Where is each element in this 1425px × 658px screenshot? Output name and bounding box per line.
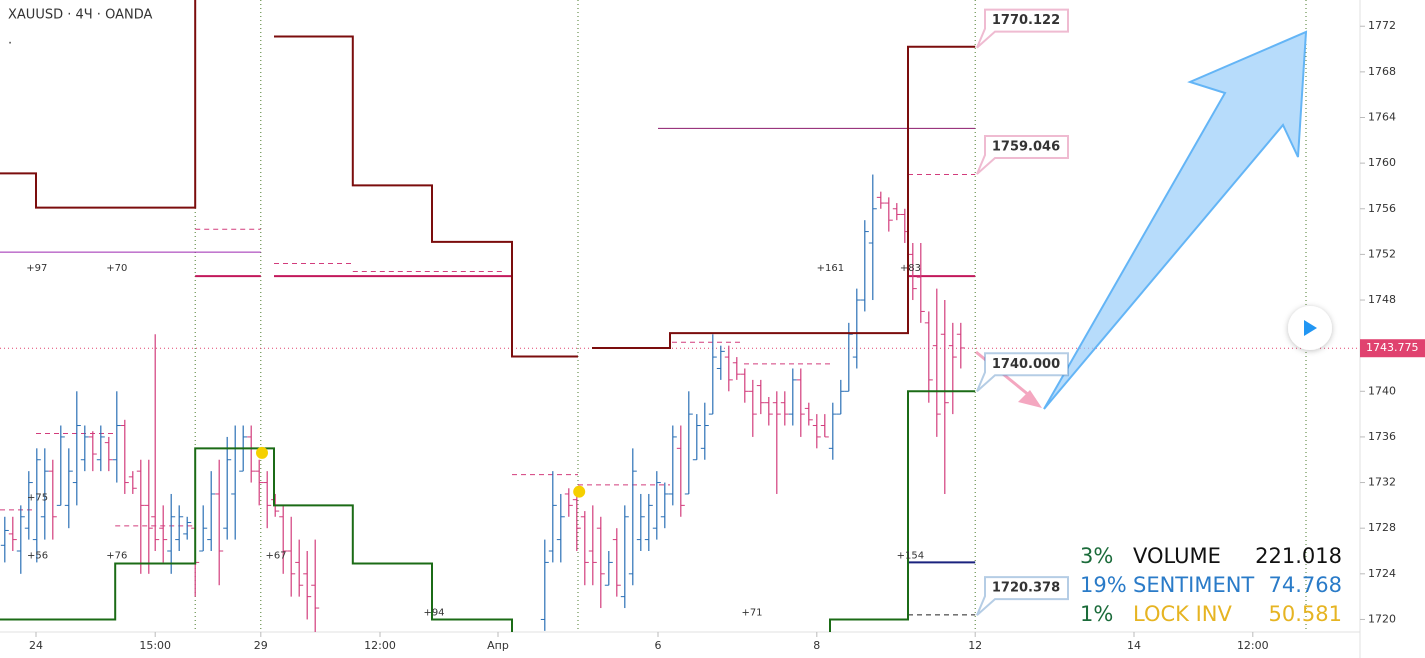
y-tick-label: 1720	[1368, 612, 1396, 625]
table-cell: 74.768	[1269, 573, 1342, 597]
y-tick-label: 1724	[1368, 567, 1396, 580]
annotation: +70	[106, 263, 127, 274]
callout-box	[976, 576, 1069, 616]
step-line	[0, 0, 976, 358]
annotation: +154	[897, 551, 924, 562]
x-tick-label: 29	[254, 639, 268, 652]
annotation: +71	[741, 608, 762, 619]
callout-box	[976, 135, 1069, 175]
plot-area: +97 +70 +75 +56 +76 +67 +94 +71 +161 +83 +154	[0, 0, 1360, 632]
table-cell: LOCK INV	[1133, 602, 1232, 626]
table-cell: 50.581	[1269, 602, 1342, 626]
annotation: +76	[106, 551, 127, 562]
annotation: +161	[817, 263, 844, 274]
marker-dot	[573, 485, 586, 498]
table-cell: 1%	[1080, 602, 1113, 626]
table-cell: SENTIMENT	[1133, 573, 1254, 597]
callout-label: 1770.122	[992, 13, 1060, 28]
x-tick-label: 14	[1127, 639, 1141, 652]
annotation: +97	[26, 263, 47, 274]
x-tick-label: 6	[655, 639, 662, 652]
y-tick-label: 1728	[1368, 521, 1396, 534]
y-tick-label: 1748	[1368, 293, 1396, 306]
pink-arrow-head	[1018, 390, 1042, 408]
callout-label: 1759.046	[992, 140, 1060, 155]
x-tick-label: Апр	[487, 639, 509, 652]
table-cell: 3%	[1080, 544, 1113, 568]
annotation: +67	[265, 551, 286, 562]
table-cell: 221.018	[1255, 544, 1342, 568]
y-tick-label: 1732	[1368, 476, 1396, 489]
last-price-box	[1360, 339, 1425, 358]
callout-box	[976, 8, 1069, 49]
x-tick-label: 8	[813, 639, 820, 652]
table-cell: VOLUME	[1133, 544, 1221, 568]
annotation: +83	[900, 263, 921, 274]
annotation: +94	[423, 608, 444, 619]
x-tick-label: 12	[968, 639, 982, 652]
x-tick-label: 24	[29, 639, 43, 652]
y-tick-label: 1768	[1368, 65, 1396, 78]
play-icon[interactable]	[1304, 320, 1317, 336]
last-price-label: 1743.775	[1366, 341, 1419, 354]
annotation: +75	[27, 492, 48, 503]
callout-label: 1720.378	[992, 581, 1060, 596]
table-cell: 19%	[1080, 573, 1127, 597]
y-tick-label: 1740	[1368, 384, 1396, 397]
x-tick-label: 15:00	[139, 639, 171, 652]
callout-box	[976, 352, 1069, 393]
chart-title: XAUUSD · 4Ч · OANDA	[8, 8, 152, 23]
marker-dot	[256, 446, 268, 459]
forecast-arrow	[1043, 30, 1308, 410]
y-tick-label: 1752	[1368, 247, 1396, 260]
y-tick-label: 1756	[1368, 202, 1396, 215]
x-tick-label: 12:00	[364, 639, 396, 652]
y-tick-label: 1760	[1368, 156, 1396, 169]
step-line	[0, 390, 976, 632]
x-tick-label: 12:00	[1237, 639, 1269, 652]
annotation: +56	[27, 551, 48, 562]
y-tick-label: 1772	[1368, 19, 1396, 32]
y-tick-label: 1764	[1368, 111, 1396, 124]
y-tick-label: 1736	[1368, 430, 1396, 443]
play-button[interactable]	[1288, 306, 1332, 350]
callout-label: 1740.000	[992, 357, 1060, 372]
chart-subtitle: .	[8, 33, 12, 48]
